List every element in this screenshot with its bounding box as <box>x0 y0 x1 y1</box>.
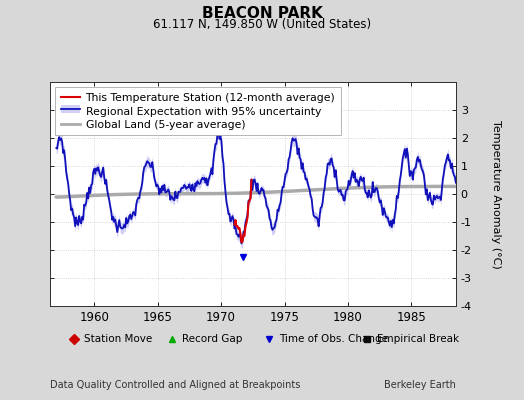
Text: BEACON PARK: BEACON PARK <box>202 6 322 21</box>
Text: Station Move: Station Move <box>84 334 152 344</box>
Text: 61.117 N, 149.850 W (United States): 61.117 N, 149.850 W (United States) <box>153 18 371 31</box>
Text: Time of Obs. Change: Time of Obs. Change <box>279 334 388 344</box>
Text: Data Quality Controlled and Aligned at Breakpoints: Data Quality Controlled and Aligned at B… <box>50 380 300 390</box>
Text: Berkeley Earth: Berkeley Earth <box>384 380 456 390</box>
Y-axis label: Temperature Anomaly (°C): Temperature Anomaly (°C) <box>492 120 501 268</box>
Text: Record Gap: Record Gap <box>182 334 242 344</box>
Text: Empirical Break: Empirical Break <box>377 334 459 344</box>
Legend: This Temperature Station (12-month average), Regional Expectation with 95% uncer: This Temperature Station (12-month avera… <box>55 88 341 135</box>
